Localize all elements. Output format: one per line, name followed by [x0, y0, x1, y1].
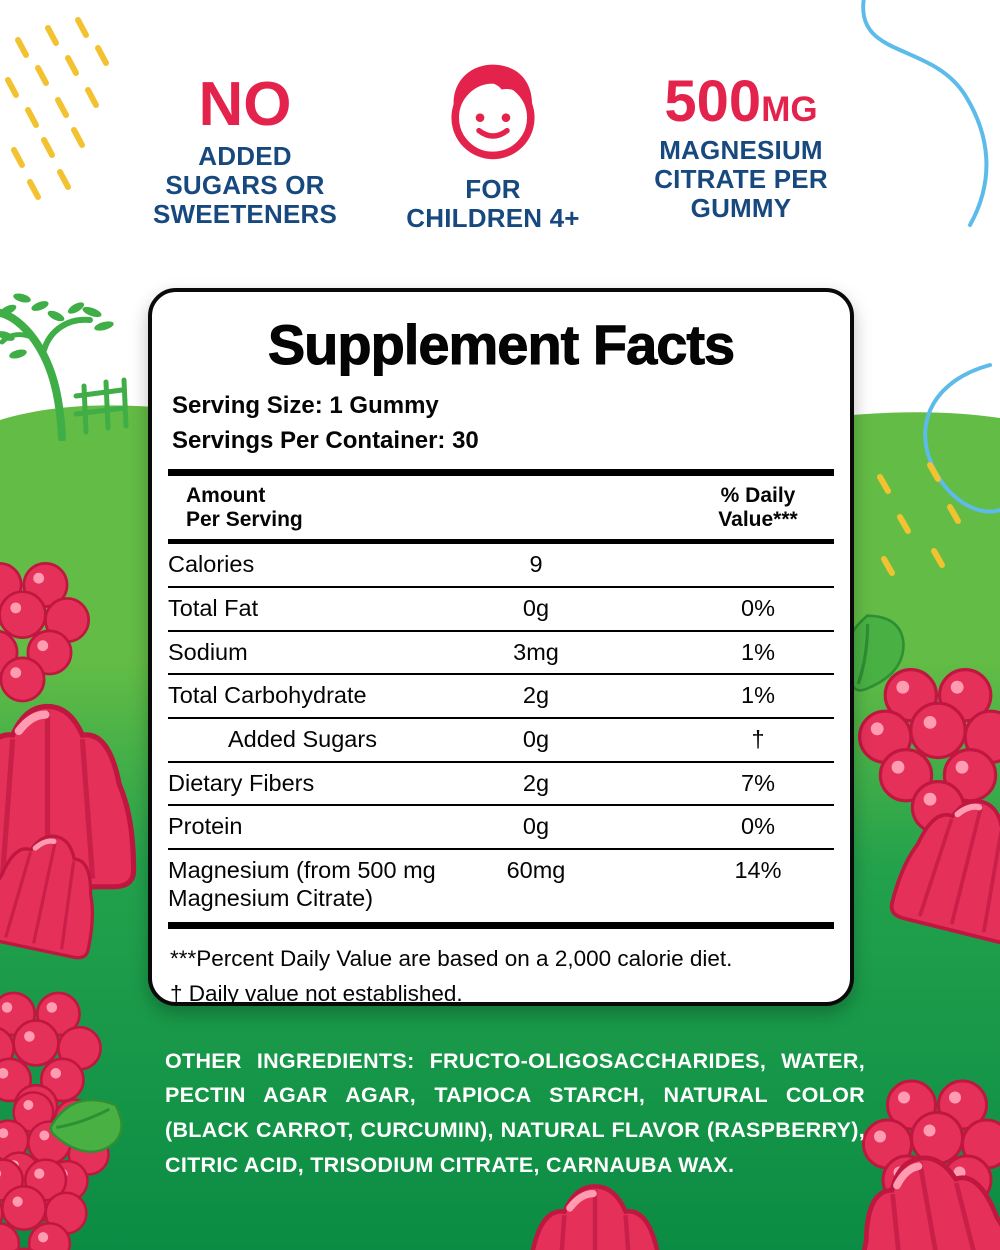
nutrient-name: Added Sugars	[228, 726, 377, 752]
footnotes: ***Percent Daily Value are based on a 2,…	[168, 929, 834, 1010]
footnote-daily-value: ***Percent Daily Value are based on a 2,…	[170, 945, 733, 971]
other-ingredients-text: FRUCTO-OLIGOSACCHARIDES, WATER, PECTIN A…	[165, 1048, 865, 1177]
nutrient-amount: 2g	[522, 769, 550, 796]
serving-size: Serving Size: 1 Gummy	[172, 392, 439, 419]
claim-no-text: NO	[198, 70, 292, 139]
nutrient-amount: 0g	[522, 726, 550, 752]
table-row: Magnesium (from 500 mg Magnesium Citrate…	[168, 848, 834, 919]
nutrient-daily-value: 1%	[741, 638, 775, 665]
nutrient-name: Dietary Fibers	[168, 769, 315, 796]
facts-rows: Calories 9 Total Fat 0g 0% Sodium 3mg 1%…	[168, 544, 834, 919]
claim-no-sublines: ADDED SUGARS OR SWEETENERS	[152, 140, 338, 230]
claim-500mg: 500MG MAGNESIUM CITRATE PER GUMMY	[618, 69, 864, 224]
footnote-dagger: † Daily value not established.	[170, 981, 463, 1007]
table-row: Total Fat 0g 0%	[168, 585, 834, 630]
child-face-icon	[451, 64, 535, 160]
nutrient-name: Total Carbohydrate	[168, 682, 367, 709]
nutrient-name: Total Fat	[168, 594, 259, 621]
supplement-facts-panel: Supplement Facts Serving Size: 1 Gummy S…	[148, 288, 854, 1006]
divider-bar	[168, 539, 834, 545]
nutrient-name: Sodium	[168, 638, 248, 665]
facts-header-row: Amount Per Serving % Daily Value***	[168, 476, 834, 540]
table-row: Total Carbohydrate 2g 1%	[168, 673, 834, 717]
table-row: Calories 9	[168, 544, 834, 586]
nutrient-amount: 0g	[522, 813, 550, 840]
column-header-amount: Amount Per Serving	[186, 483, 303, 532]
divider-bar	[168, 921, 834, 929]
supplement-facts-title: Supplement Facts	[267, 313, 735, 377]
nutrient-daily-value: 7%	[741, 769, 775, 796]
other-ingredients-label: OTHER INGREDIENTS:	[165, 1048, 415, 1073]
nutrient-daily-value: †	[751, 726, 765, 752]
servings-per-container: Servings Per Container: 30	[172, 426, 479, 454]
claim-dosage-sublines: MAGNESIUM CITRATE PER GUMMY	[654, 135, 828, 224]
nutrient-amount: 2g	[522, 682, 550, 709]
column-header-daily-value: % Daily Value***	[718, 483, 798, 532]
nutrient-amount: 60mg	[506, 857, 566, 884]
nutrient-amount: 0g	[522, 594, 550, 621]
other-ingredients: OTHER INGREDIENTS: FRUCTO-OLIGOSACCHARID…	[165, 1044, 865, 1183]
claim-no-added-sugars: NO ADDED SUGARS OR SWEETENERS	[140, 70, 350, 230]
table-row: Dietary Fibers 2g 7%	[168, 760, 834, 805]
nutrient-daily-value: 14%	[734, 857, 782, 884]
nutrient-name: Calories	[168, 551, 255, 578]
claim-dosage-text: 500MG	[664, 69, 818, 134]
nutrient-name: Magnesium (from 500 mg Magnesium Citrate…	[168, 857, 436, 911]
nutrient-daily-value: 1%	[741, 682, 775, 709]
claim-for-children: FOR CHILDREN 4+	[386, 50, 600, 233]
table-row: Sodium 3mg 1%	[168, 629, 834, 674]
nutrient-daily-value: 0%	[741, 594, 775, 621]
table-row: Protein 0g 0%	[168, 804, 834, 848]
nutrient-name: Protein	[168, 813, 243, 840]
nutrient-daily-value: 0%	[741, 813, 775, 840]
nutrient-amount: 3mg	[513, 638, 559, 665]
divider-bar	[168, 468, 834, 476]
table-row: Added Sugars 0g †	[168, 717, 834, 761]
claim-children-sublines: FOR CHILDREN 4+	[406, 174, 580, 234]
nutrient-amount: 9	[529, 551, 543, 578]
